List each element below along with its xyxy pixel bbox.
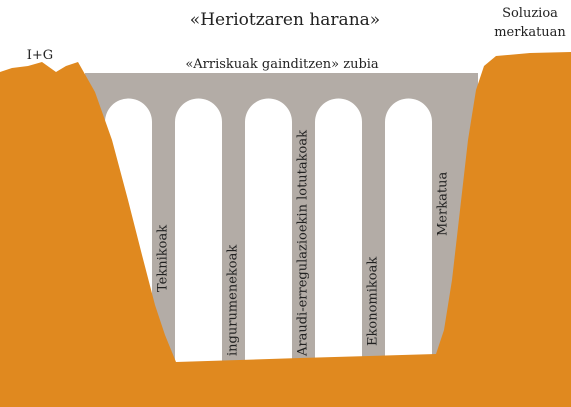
right-label: Soluzioa [502, 6, 558, 21]
pillar-label: ingurumenekoak [226, 245, 241, 356]
arch [175, 98, 222, 362]
pillar-label: Merkatua [436, 172, 451, 236]
pillar-label: Ekonomikoak [366, 257, 381, 346]
pillar-label: Araudi-erregulazioekin lotutakoak [296, 130, 311, 357]
left-label: I+G [27, 48, 53, 63]
pillar-label: Teknikoak [156, 225, 171, 292]
arch [245, 98, 292, 362]
arch [385, 98, 432, 362]
right-label: merkatuan [494, 25, 566, 40]
bridge-label: «Arriskuak gainditzen» zubia [185, 57, 379, 72]
title: «Heriotzaren harana» [190, 10, 380, 30]
valley [0, 52, 571, 407]
arch [315, 98, 362, 362]
